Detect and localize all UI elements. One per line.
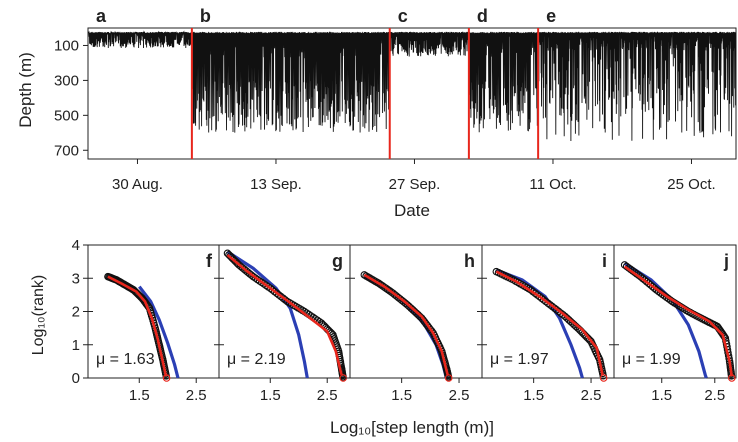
depth-trace-e	[538, 31, 737, 142]
segment-letter-d: d	[477, 6, 488, 26]
subplot-letter-g: g	[332, 251, 343, 271]
end-point	[599, 374, 608, 382]
depth-traces	[88, 30, 737, 142]
subplot-f: 1.5 2.5 f μ = 1.63	[83, 244, 220, 404]
end-point	[444, 374, 453, 382]
depth-y-axis: 100 300 500 700	[54, 37, 88, 159]
date-tick-label: 30 Aug.	[112, 176, 163, 193]
power-law-fit-line	[226, 253, 343, 376]
date-tick-label: 25 Oct.	[667, 176, 715, 193]
date-x-axis-label: Date	[394, 201, 430, 220]
subplot-letter-h: h	[464, 251, 475, 271]
rank-y-axis-label: Log₁₀(rank)	[30, 275, 47, 356]
date-tick-label: 11 Oct.	[529, 176, 576, 193]
exponential-fit-line	[226, 250, 309, 379]
depth-trace-c	[389, 31, 470, 57]
exponential-fit-line	[363, 275, 448, 379]
depth-tick-label: 700	[54, 142, 79, 159]
exponential-fit-line	[623, 261, 708, 379]
subplot-i: 1.5 2.5 i μ = 1.97	[477, 244, 615, 404]
segment-letter-a: a	[96, 6, 107, 26]
depth-trace-a	[88, 30, 193, 49]
step-tick-label: 1.5	[391, 387, 412, 404]
step-tick-label: 2.5	[449, 387, 470, 404]
date-x-axis: 30 Aug. 13 Sep. 27 Sep. 11 Oct. 25 Oct.	[112, 159, 716, 193]
step-tick-label: 1.5	[260, 387, 281, 404]
step-tick-label: 2.5	[581, 387, 602, 404]
segment-letter-e: e	[546, 6, 556, 26]
mu-label: μ = 1.99	[622, 351, 681, 368]
rank-tick-label: 4	[72, 237, 80, 254]
subplot-j: 1.5 2.5 j μ = 1.99	[609, 244, 737, 404]
date-tick-label: 13 Sep.	[250, 176, 302, 193]
depth-y-axis-label: Depth (m)	[16, 52, 35, 128]
rank-y-axis: 0 1 2 3 4	[72, 237, 80, 387]
step-tick-label: 1.5	[651, 387, 672, 404]
depth-tick-label: 300	[54, 72, 79, 89]
depth-trace-d	[468, 31, 539, 133]
step-tick-label: 1.5	[523, 387, 544, 404]
rank-tick-label: 3	[72, 270, 80, 287]
exponential-fit-line	[138, 285, 180, 379]
power-law-fit-line	[623, 265, 734, 377]
rank-tick-label: 1	[72, 337, 80, 354]
data-point	[585, 336, 594, 344]
depth-trace-b	[191, 31, 391, 133]
data-points	[360, 271, 453, 381]
depth-time-panel: a b c d e 100 300 500 700 30 Aug. 13 Sep. 27 Sep.…	[16, 6, 737, 220]
step-tick-label: 2.5	[186, 387, 207, 404]
step-tick-label: 1.5	[129, 387, 150, 404]
subplot-g: 1.5 2.5 g μ = 2.19	[214, 244, 351, 404]
subplot-h: 1.5 2.5 h	[345, 244, 483, 404]
mu-label: μ = 1.97	[490, 351, 549, 368]
mu-label: μ = 1.63	[96, 351, 155, 368]
step-tick-label: 2.5	[317, 387, 338, 404]
rank-x-axis-label: Log₁₀[step length (m)]	[330, 418, 494, 437]
segment-letter-b: b	[200, 6, 211, 26]
power-law-fit-line	[107, 275, 168, 377]
rank-subplots: 1.5 2.5fμ = 1.631.5 2.5gμ = 2.191.5 2.5h1.5…	[83, 244, 737, 404]
power-law-fit-line	[495, 270, 604, 375]
segment-letters: a b c d e	[96, 6, 556, 26]
data-point	[428, 327, 436, 335]
date-tick-label: 27 Sep.	[389, 176, 441, 193]
data-point	[369, 276, 378, 284]
power-law-fit-line	[363, 273, 449, 376]
mu-label: μ = 2.19	[227, 351, 286, 368]
exponential-fit-line	[495, 268, 584, 379]
step-tick-label: 2.5	[704, 387, 725, 404]
rank-tick-label: 2	[72, 304, 80, 321]
subplot-letter-i: i	[602, 251, 607, 271]
depth-tick-label: 100	[54, 37, 79, 54]
rank-step-panels: 1.5 2.5fμ = 1.631.5 2.5gμ = 2.191.5 2.5h1.5…	[30, 237, 737, 437]
subplot-letter-f: f	[206, 251, 213, 271]
rank-tick-label: 0	[72, 370, 80, 387]
subplot-letter-j: j	[723, 251, 729, 271]
end-point	[162, 374, 171, 382]
depth-tick-label: 500	[54, 107, 79, 124]
segment-boundaries	[190, 28, 540, 159]
segment-letter-c: c	[398, 6, 408, 26]
end-point	[727, 374, 736, 382]
data-point	[360, 271, 369, 279]
data-point	[365, 274, 374, 282]
